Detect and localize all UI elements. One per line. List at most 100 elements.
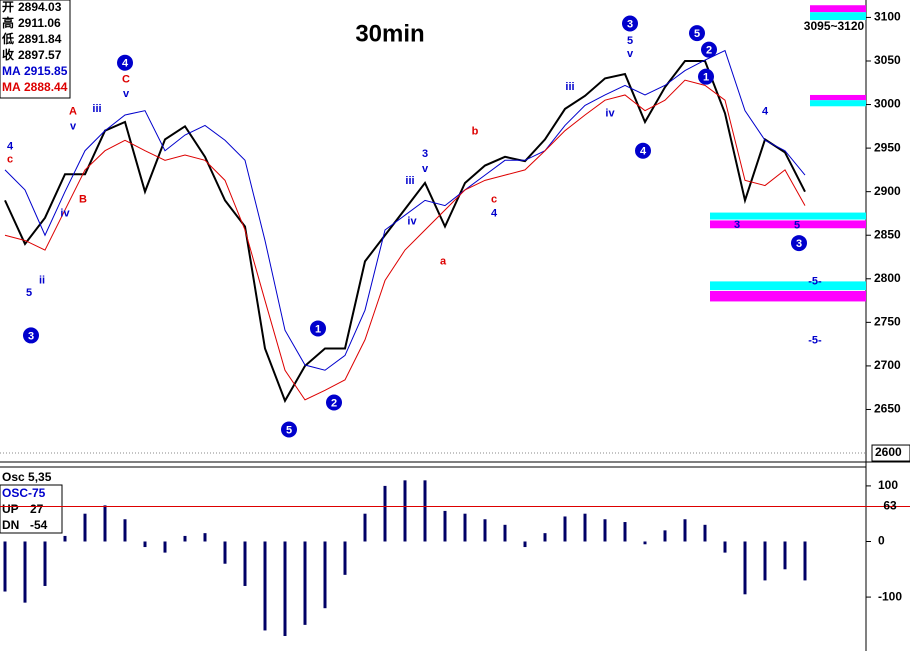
wave-circle bbox=[698, 68, 714, 85]
wave-label: c bbox=[7, 153, 13, 165]
osc-bar bbox=[143, 541, 147, 548]
osc-bar bbox=[663, 530, 667, 542]
wave-label: v bbox=[627, 48, 634, 60]
osc-bar bbox=[803, 541, 807, 581]
osc-bar bbox=[743, 541, 747, 595]
osc-bar bbox=[103, 505, 107, 542]
osc-bar bbox=[623, 522, 627, 542]
price-line bbox=[4, 59, 806, 404]
wave-label: A bbox=[69, 106, 77, 118]
wave-label: iii bbox=[405, 175, 414, 187]
wave-circle bbox=[689, 25, 705, 42]
wave-circle bbox=[791, 235, 807, 252]
osc-bar bbox=[303, 541, 307, 625]
wave-label: 2 bbox=[331, 397, 337, 409]
y-tick-label: 3050 bbox=[874, 53, 901, 67]
osc-bar bbox=[603, 519, 607, 542]
wave-circle bbox=[281, 421, 297, 438]
osc-bar bbox=[643, 541, 647, 545]
wave-circle bbox=[622, 15, 638, 32]
osc-bar bbox=[63, 535, 67, 542]
osc-bar bbox=[683, 519, 687, 542]
threshold-label: 63 bbox=[883, 499, 897, 513]
wave-circle bbox=[117, 54, 133, 71]
wave-circle bbox=[701, 41, 717, 58]
wave-label: 3 bbox=[734, 219, 740, 231]
osc-info-label: UP bbox=[2, 502, 19, 516]
info-label: 高 bbox=[2, 15, 14, 30]
y-tick-label: 2900 bbox=[874, 184, 901, 198]
wave-label: B bbox=[79, 194, 87, 206]
wave-label: 3 bbox=[627, 18, 633, 30]
wave-label: iii bbox=[92, 103, 101, 115]
wave-label: 1 bbox=[315, 323, 321, 335]
osc-bar bbox=[723, 541, 727, 553]
wave-label: 3 bbox=[422, 148, 428, 160]
osc-bar bbox=[243, 541, 247, 586]
osc-bar bbox=[423, 480, 427, 542]
zone bbox=[710, 212, 866, 220]
osc-bar bbox=[503, 524, 507, 542]
info-value: 2891.84 bbox=[18, 32, 62, 46]
wave-label: 5 bbox=[794, 220, 800, 232]
osc-bar bbox=[383, 485, 387, 542]
osc-bar bbox=[403, 480, 407, 542]
zone bbox=[810, 100, 866, 107]
cursor-label: 2600 bbox=[875, 445, 902, 459]
wave-label: 1 bbox=[703, 72, 709, 84]
wave-label: 5 bbox=[26, 287, 32, 299]
y-tick-label: -100 bbox=[878, 589, 902, 603]
info-label: 开 bbox=[2, 0, 14, 14]
wave-circle bbox=[310, 320, 326, 337]
wave-label: iv bbox=[407, 215, 417, 227]
wave-label: iv bbox=[605, 107, 615, 119]
osc-bar bbox=[23, 541, 27, 603]
wave-label: 5 bbox=[286, 424, 292, 436]
info-value: 2897.57 bbox=[18, 48, 62, 62]
y-tick-label: 2850 bbox=[874, 227, 901, 241]
osc-bar bbox=[323, 541, 327, 609]
zone bbox=[710, 220, 866, 229]
osc-bar bbox=[363, 513, 367, 542]
osc-bar bbox=[583, 513, 587, 542]
wave-label: v bbox=[70, 120, 77, 132]
osc-bar bbox=[163, 541, 167, 553]
wave-label: c bbox=[491, 194, 497, 206]
y-tick-label: 2800 bbox=[874, 271, 901, 285]
osc-bar bbox=[523, 541, 527, 548]
osc-bar bbox=[343, 541, 347, 575]
wave-circle bbox=[326, 394, 342, 411]
info-label: 低 bbox=[1, 31, 14, 46]
osc-bar bbox=[763, 541, 767, 581]
info-label: MA bbox=[2, 64, 21, 78]
osc-bar bbox=[283, 541, 287, 636]
osc-bar bbox=[703, 524, 707, 542]
wave-circle bbox=[23, 327, 39, 344]
y-tick-label: 3100 bbox=[874, 10, 901, 24]
wave-label: b bbox=[472, 126, 479, 138]
cursor-box bbox=[871, 444, 910, 462]
osc-bar bbox=[443, 510, 447, 542]
wave-label: -5- bbox=[808, 275, 822, 287]
zone bbox=[810, 94, 866, 101]
zone bbox=[810, 12, 866, 21]
osc-bar bbox=[483, 519, 487, 542]
osc-info-value: 27 bbox=[30, 502, 44, 516]
zone-label: 3095~3120 bbox=[804, 19, 865, 33]
osc-info-box bbox=[0, 484, 63, 534]
wave-label: a bbox=[440, 255, 447, 267]
y-tick-label: 0 bbox=[878, 534, 885, 548]
wave-label: -5- bbox=[808, 335, 822, 347]
osc-bar bbox=[543, 533, 547, 542]
wave-label: 4 bbox=[122, 58, 129, 70]
osc-bar bbox=[183, 535, 187, 542]
price-line bbox=[4, 79, 806, 401]
y-tick-label: 2650 bbox=[874, 402, 901, 416]
osc-info-value: -54 bbox=[30, 518, 48, 532]
wave-circle bbox=[635, 142, 651, 159]
osc-bar bbox=[43, 541, 47, 586]
osc-bar bbox=[83, 513, 87, 542]
info-value: 2915.85 bbox=[24, 64, 68, 78]
